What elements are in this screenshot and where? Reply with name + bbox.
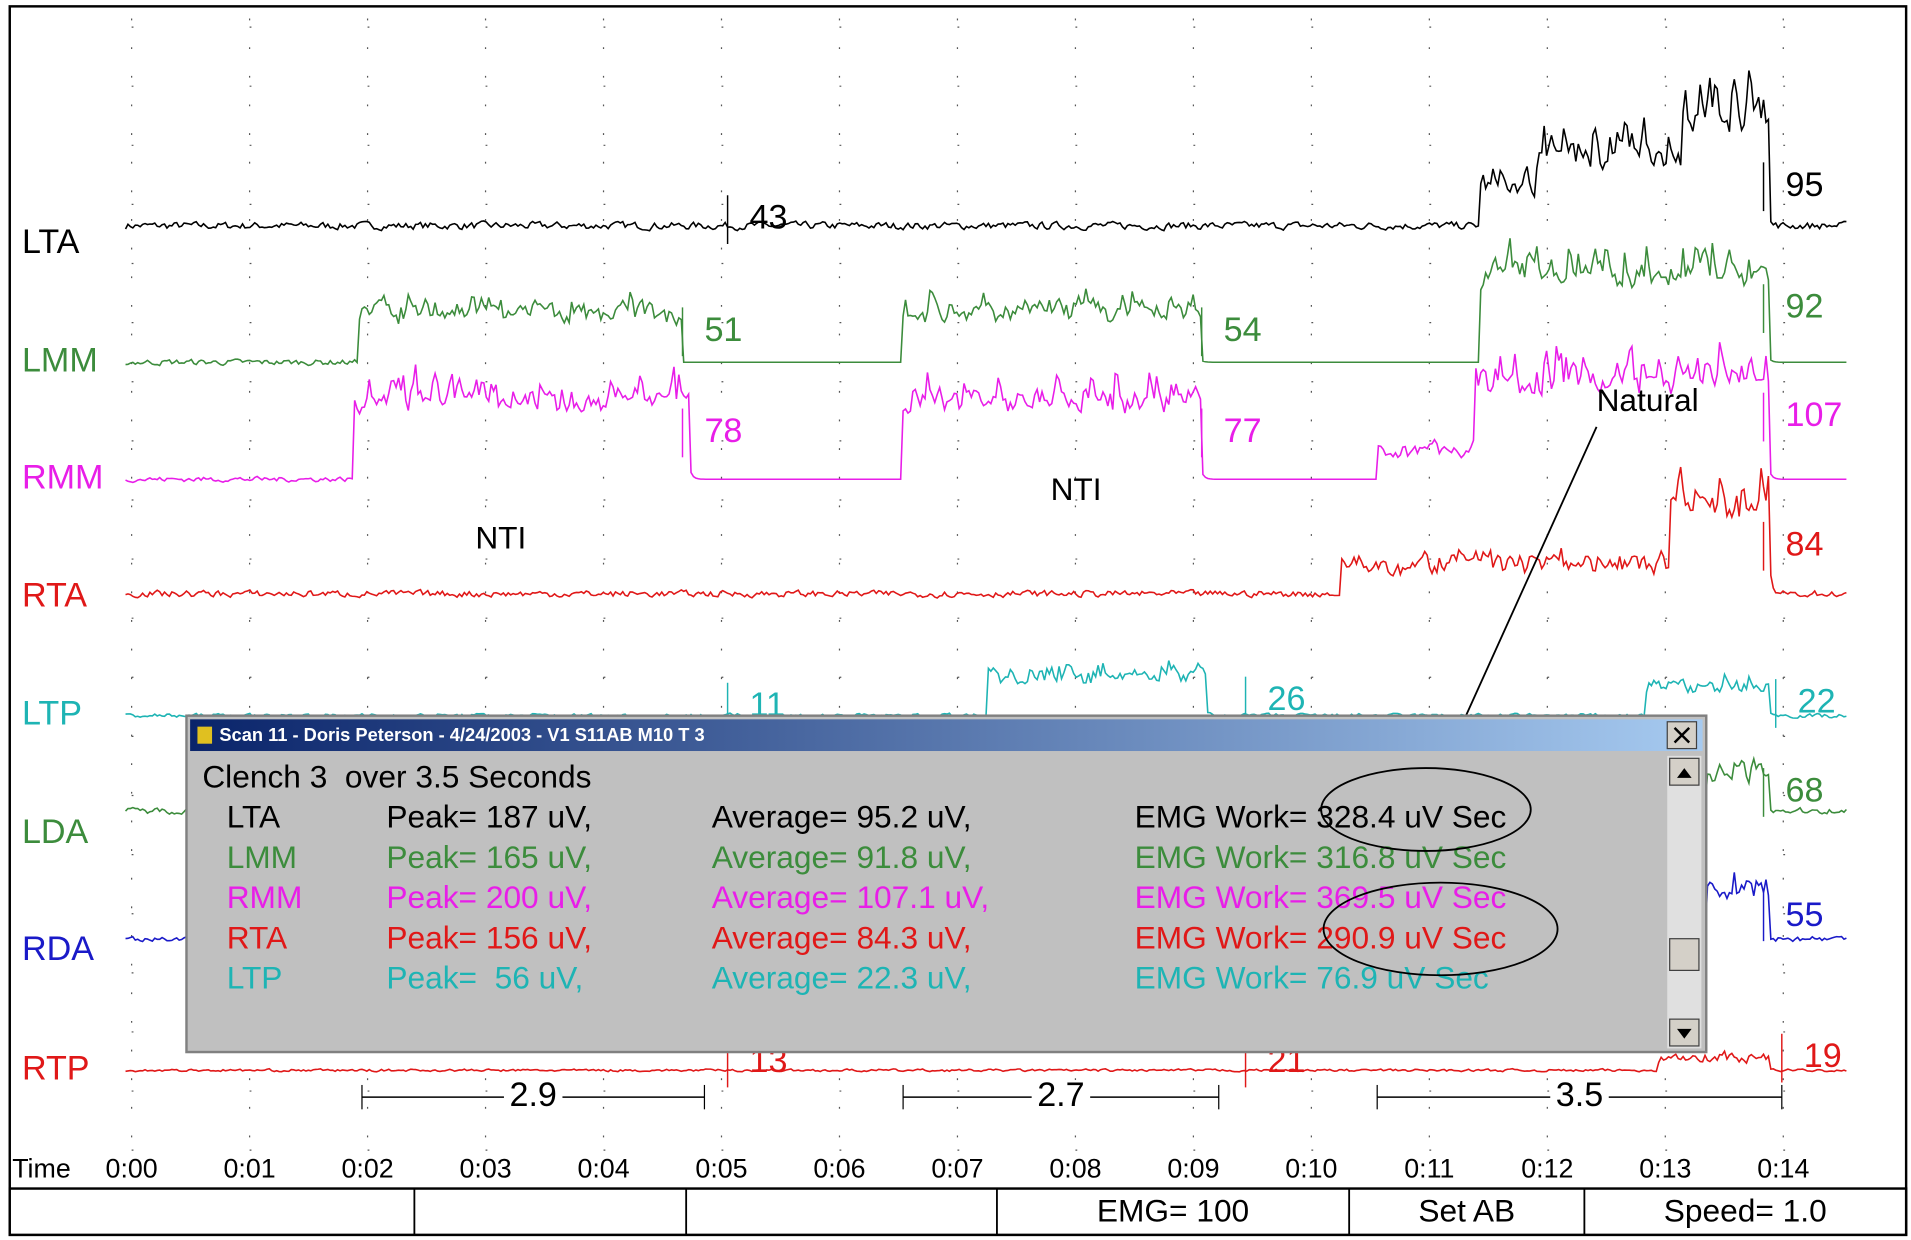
row-channel: RMM (227, 879, 303, 915)
status-field: Speed= 1.0 (1664, 1192, 1827, 1228)
annotation: Natural (1597, 382, 1699, 418)
status-bar-frame (8, 1187, 1908, 1237)
labels: LTA LMM RMM RTA LTP LDA RDA RTP 43 95 51 54 92 78 77 10… (12, 162, 1842, 1183)
row-average: Average= 91.8 uV, (712, 839, 972, 875)
highlight-ellipse (1322, 881, 1559, 977)
row-peak: Peak= 200 uV, (386, 879, 592, 915)
time-tick-label: 0:03 (459, 1153, 511, 1183)
time-axis-label: Time (12, 1153, 71, 1183)
highlight-ellipse (1320, 767, 1532, 852)
row-average: Average= 84.3 uV, (712, 919, 972, 955)
interval-label: 2.7 (1037, 1076, 1084, 1114)
interval-label: 2.9 (509, 1076, 556, 1114)
emg-trace (125, 238, 1847, 367)
label-bg (1550, 1080, 1609, 1115)
scroll-up[interactable] (1669, 757, 1700, 786)
row-work: EMG Work= 328.4 uV Sec (1135, 799, 1507, 835)
time-tick-label: 0:12 (1521, 1153, 1573, 1183)
channel-label: LTP (22, 695, 82, 733)
close-icon (1673, 726, 1691, 744)
dialog-body (185, 714, 1708, 1054)
scroll-down-icon (1677, 1028, 1692, 1039)
time-tick-label: 0:00 (106, 1153, 158, 1183)
measurement-value: 68 (1785, 771, 1823, 809)
measurement-value: 92 (1785, 288, 1823, 326)
interval-label: 3.5 (1556, 1076, 1603, 1114)
row-average: Average= 95.2 uV, (712, 799, 972, 835)
time-tick-label: 0:02 (341, 1153, 393, 1183)
measurement-value: 78 (704, 412, 742, 450)
channel-label: LMM (22, 341, 98, 379)
time-tick-label: 0:13 (1639, 1153, 1691, 1183)
time-tick-label: 0:10 (1285, 1153, 1337, 1183)
measurement-value: 55 (1785, 896, 1823, 934)
row-work: EMG Work= 369.5 uV Sec (1135, 879, 1507, 915)
annotation: NTI (1051, 471, 1102, 507)
scan-dialog: Scan 11 - Doris Peterson - 4/24/2003 - V… (185, 714, 1708, 1054)
measurement-value: 51 (704, 311, 742, 349)
channel-label: RTA (22, 576, 87, 614)
row-channel: RTA (227, 919, 288, 955)
dialog-rows: LTA Peak= 187 uV, Average= 95.2 uV, EMG Wor… (227, 799, 1507, 996)
scrollbar[interactable] (1667, 755, 1702, 1049)
time-tick-label: 0:06 (813, 1153, 865, 1183)
channel-label: LDA (22, 813, 89, 851)
row-peak: Peak= 165 uV, (386, 839, 592, 875)
status-field: Set AB (1418, 1192, 1515, 1228)
row-average: Average= 22.3 uV, (712, 960, 972, 996)
emg-trace (125, 466, 1847, 599)
label-bg (1031, 1080, 1091, 1115)
time-tick-label: 0:09 (1167, 1153, 1219, 1183)
time-tick-label: 0:07 (931, 1153, 983, 1183)
measurement-value: 95 (1785, 166, 1823, 204)
status-bar: EMG= 100 Set AB Speed= 1.0 (8, 1187, 1908, 1237)
row-peak: Peak= 187 uV, (386, 799, 592, 835)
channel-label: RMM (22, 458, 103, 496)
measurement-value: 43 (750, 199, 788, 237)
channel-label: LTA (22, 223, 80, 261)
channel-label: RDA (22, 930, 94, 968)
dialog-title-bar (190, 719, 1703, 752)
annotation: NTI (475, 520, 526, 556)
scroll-thumb[interactable] (1669, 938, 1700, 971)
time-tick-label: 0:14 (1757, 1153, 1809, 1183)
emg-trace (124, 70, 1847, 232)
label-bg (503, 1080, 563, 1115)
annotation-arrow (1445, 426, 1598, 759)
time-tick-label: 0:11 (1404, 1153, 1454, 1183)
dialog-title: Scan 11 - Doris Peterson - 4/24/2003 - V… (219, 724, 704, 745)
time-tick-label: 0:01 (224, 1153, 276, 1183)
status-field: EMG= 100 (1097, 1192, 1249, 1228)
row-work: EMG Work= 290.9 uV Sec (1135, 919, 1507, 955)
row-work: EMG Work= 316.8 uV Sec (1135, 839, 1507, 875)
measurement-value: 84 (1785, 525, 1823, 563)
measurement-value: 107 (1785, 396, 1842, 434)
row-channel: LMM (227, 839, 297, 875)
time-tick-label: 0:05 (695, 1153, 747, 1183)
measurement-value: 22 (1798, 683, 1836, 721)
row-average: Average= 107.1 uV, (712, 879, 989, 915)
row-work: EMG Work= 76.9 uV Sec (1135, 960, 1489, 996)
dialog-heading: Clench 3 over 3.5 Seconds (202, 758, 591, 794)
row-peak: Peak= 56 uV, (386, 960, 583, 996)
measurement-value: 77 (1224, 412, 1262, 450)
app-icon (197, 726, 213, 744)
measurement-value: 54 (1224, 311, 1262, 349)
scroll-up-icon (1677, 768, 1692, 778)
emg-trace (125, 1049, 1847, 1073)
time-tick-label: 0:08 (1049, 1153, 1101, 1183)
time-tick-label: 0:04 (577, 1153, 629, 1183)
row-channel: LTP (227, 960, 283, 996)
row-channel: LTA (227, 799, 281, 835)
emg-trace (125, 342, 1847, 484)
measurement-value: 26 (1268, 680, 1306, 718)
channel-label: RTP (22, 1049, 90, 1087)
row-peak: Peak= 156 uV, (386, 919, 592, 955)
measurement-value: 19 (1804, 1037, 1842, 1075)
